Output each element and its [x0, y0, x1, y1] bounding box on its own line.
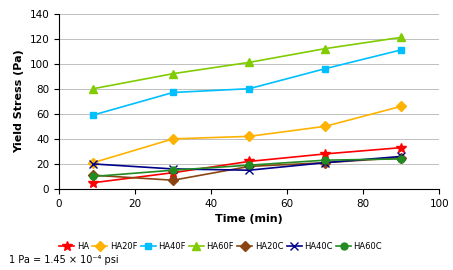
- HA20F: [170, 137, 176, 140]
- Line: HA40F: HA40F: [90, 46, 405, 119]
- HA40F: [323, 67, 328, 70]
- HA60F: [170, 72, 176, 75]
- HA20C: [323, 161, 328, 164]
- HA: [91, 181, 96, 184]
- HA20C: [246, 165, 252, 168]
- HA40C: [170, 167, 176, 171]
- HA60C: [170, 168, 176, 172]
- HA40F: [170, 91, 176, 94]
- HA40F: [399, 48, 404, 52]
- HA60F: [91, 87, 96, 90]
- HA20F: [246, 135, 252, 138]
- HA20F: [399, 105, 404, 108]
- HA: [170, 171, 176, 174]
- Legend: HA, HA20F, HA40F, HA60F, HA20C, HA40C, HA60C: HA, HA20F, HA40F, HA60F, HA20C, HA40C, H…: [59, 242, 382, 251]
- HA60F: [399, 36, 404, 39]
- Line: HA40C: HA40C: [89, 152, 405, 174]
- HA60F: [246, 61, 252, 64]
- HA: [323, 152, 328, 156]
- Text: 1 Pa = 1.45 × 10⁻⁴ psi: 1 Pa = 1.45 × 10⁻⁴ psi: [9, 255, 119, 265]
- HA20C: [170, 179, 176, 182]
- HA: [399, 146, 404, 149]
- HA60F: [323, 47, 328, 50]
- HA60C: [246, 164, 252, 167]
- HA40C: [246, 168, 252, 172]
- HA20F: [91, 161, 96, 164]
- Line: HA60C: HA60C: [90, 156, 405, 180]
- HA20C: [399, 156, 404, 159]
- Line: HA20C: HA20C: [90, 154, 405, 184]
- Y-axis label: Yield Stress (Pa): Yield Stress (Pa): [14, 49, 24, 153]
- HA40C: [91, 162, 96, 166]
- HA60C: [399, 157, 404, 161]
- HA40C: [399, 155, 404, 158]
- HA40F: [91, 113, 96, 117]
- HA40F: [246, 87, 252, 90]
- HA20C: [91, 174, 96, 177]
- HA40C: [323, 161, 328, 164]
- X-axis label: Time (min): Time (min): [215, 214, 283, 224]
- Line: HA: HA: [88, 143, 406, 188]
- Line: HA60F: HA60F: [89, 33, 405, 93]
- HA: [246, 160, 252, 163]
- Line: HA20F: HA20F: [90, 103, 405, 166]
- HA60C: [323, 158, 328, 162]
- HA20F: [323, 125, 328, 128]
- HA60C: [91, 175, 96, 178]
